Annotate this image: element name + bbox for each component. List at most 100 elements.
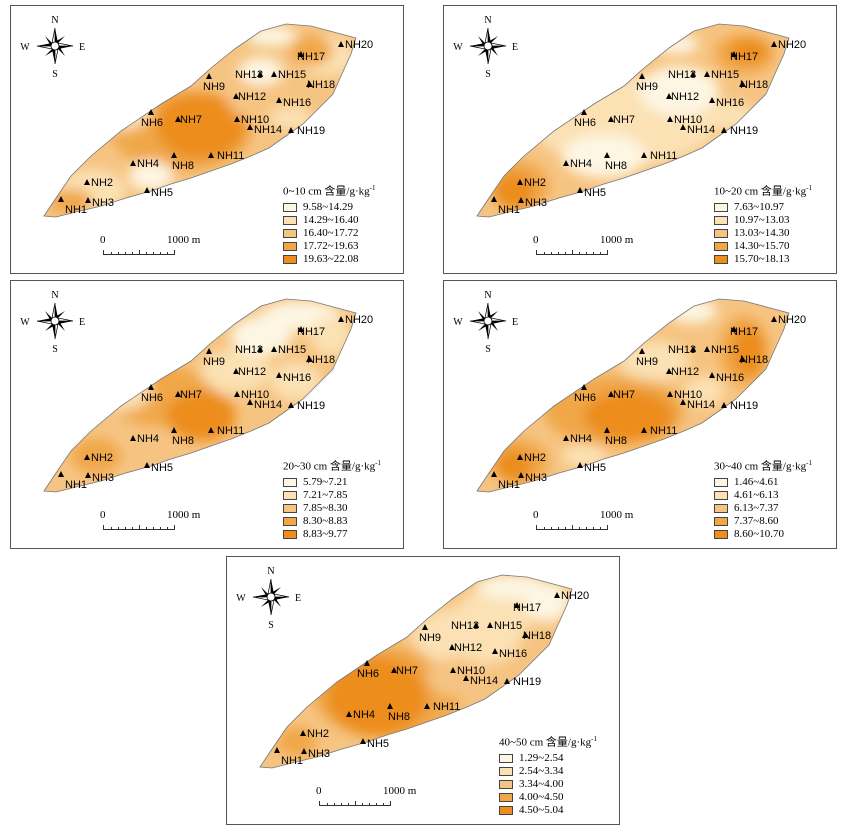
legend-title: 10~20 cm 含量/g·kg-1 [714,184,812,198]
site-label: NH19 [297,125,325,137]
map-panel-20-30cm: N S E W NH1 NH2 NH3 NH4 NH5 NH6 NH7 NH8 NH9 NH10 NH11 N… [10,280,404,549]
triangle-marker-icon [517,454,523,460]
sample-site: NH7 [175,114,202,126]
content-zone [311,316,351,356]
scale-tick [362,803,363,805]
site-label: NH1 [281,755,303,767]
site-label: NH3 [308,748,330,760]
compass-w-label: W [236,593,246,604]
triangle-marker-icon [233,93,239,99]
scale-tick [565,527,566,529]
legend-swatch [499,779,513,789]
sample-site: NH12 [233,91,266,103]
triangle-marker-icon [84,179,90,185]
triangle-marker-icon [739,81,745,87]
triangle-marker-icon [639,73,645,79]
site-label: NH5 [151,462,173,474]
sample-site: NH2 [84,177,113,189]
sample-site: NH11 [208,425,244,437]
study-area-boundary [259,574,573,769]
site-label: NH16 [716,372,744,384]
scale-ruler [536,250,608,255]
legend-item: 6.13~7.37 [714,502,812,515]
legend-swatch [283,228,297,238]
site-label: NH15 [278,344,306,356]
scale-tick [341,803,342,805]
triangle-marker-icon [581,109,587,115]
triangle-marker-icon [641,152,647,158]
scale-tick [383,803,384,805]
content-zone [289,36,333,66]
content-zone [129,161,173,191]
site-label: NH17 [297,326,325,338]
triangle-marker-icon [148,109,154,115]
triangle-marker-icon [338,316,344,322]
sample-site: NH20 [338,314,373,326]
triangle-marker-icon [271,346,277,352]
content-zone [239,57,283,85]
site-label: NH6 [574,392,596,404]
scale-end-label: 1000 m [167,234,201,246]
site-label: NH14 [687,399,715,411]
legend-range-label: 17.72~19.63 [303,239,359,252]
triangle-marker-icon [171,427,177,433]
triangle-marker-icon [666,368,672,374]
legend-range-label: 1.29~2.54 [519,751,564,764]
scale-tick [579,252,580,254]
triangle-marker-icon [306,81,312,87]
triangle-marker-icon [518,197,524,203]
site-label: NH12 [238,366,266,378]
site-label: NH4 [570,433,592,445]
triangle-marker-icon [450,667,456,673]
sample-site: NH18 [306,354,335,366]
site-label: NH8 [605,435,627,447]
scale-tick [167,252,168,254]
compass-w-label: W [20,42,30,53]
study-area-boundary [476,298,790,493]
site-label: NH10 [457,665,485,677]
sample-site: NH5 [577,462,606,474]
legend-range-label: 15.70~18.13 [734,252,790,265]
sample-site: NH8 [171,152,194,172]
sample-site: NH18 [306,79,335,91]
legend-item: 19.63~22.08 [283,253,375,266]
map-panel-40-50cm: N S E W NH1 NH2 NH3 NH4 NH5 NH6 NH7 NH8 NH9 NH10 NH11 N… [226,556,620,825]
triangle-marker-icon [276,97,282,103]
sample-site: NH2 [84,452,113,464]
sample-site: NH16 [276,97,311,109]
triangle-marker-icon [473,622,479,628]
legend-range-label: 7.85~8.30 [303,501,348,514]
site-label: NH19 [513,676,541,688]
content-zone [166,391,236,441]
legend-item: 4.50~5.04 [499,804,597,817]
site-label: NH10 [674,114,702,126]
site-label: NH15 [711,69,739,81]
sample-site: NH4 [563,158,592,170]
triangle-marker-icon [709,97,715,103]
triangle-marker-icon [257,346,263,352]
scale-ruler [103,250,175,255]
triangle-marker-icon [234,391,240,397]
site-label: NH7 [180,389,202,401]
content-zone [562,134,646,178]
legend-swatch [283,241,297,251]
triangle-marker-icon [463,675,469,681]
legend-range-label: 6.13~7.37 [734,501,779,514]
content-zone [271,361,321,401]
legend: 40~50 cm 含量/g·kg-1 1.29~2.54 2.54~3.34 3.34… [499,733,597,817]
triangle-marker-icon [690,71,696,77]
triangle-marker-icon [130,160,136,166]
triangle-marker-icon [206,348,212,354]
compass-n-label: N [484,15,491,26]
map-panel-30-40cm: N S E W NH1 NH2 NH3 NH4 NH5 NH6 NH7 NH8 NH9 NH10 NH11 N… [443,280,837,549]
scale-tick [118,252,119,254]
site-label: NH4 [137,433,159,445]
sample-site: NH12 [666,366,699,378]
site-label: NH3 [92,472,114,484]
legend-swatch [714,477,728,487]
triangle-marker-icon [608,391,614,397]
sample-site: NH14 [247,124,282,136]
triangle-marker-icon [641,427,647,433]
triangle-marker-icon [288,127,294,133]
sample-site: NH5 [144,462,173,474]
